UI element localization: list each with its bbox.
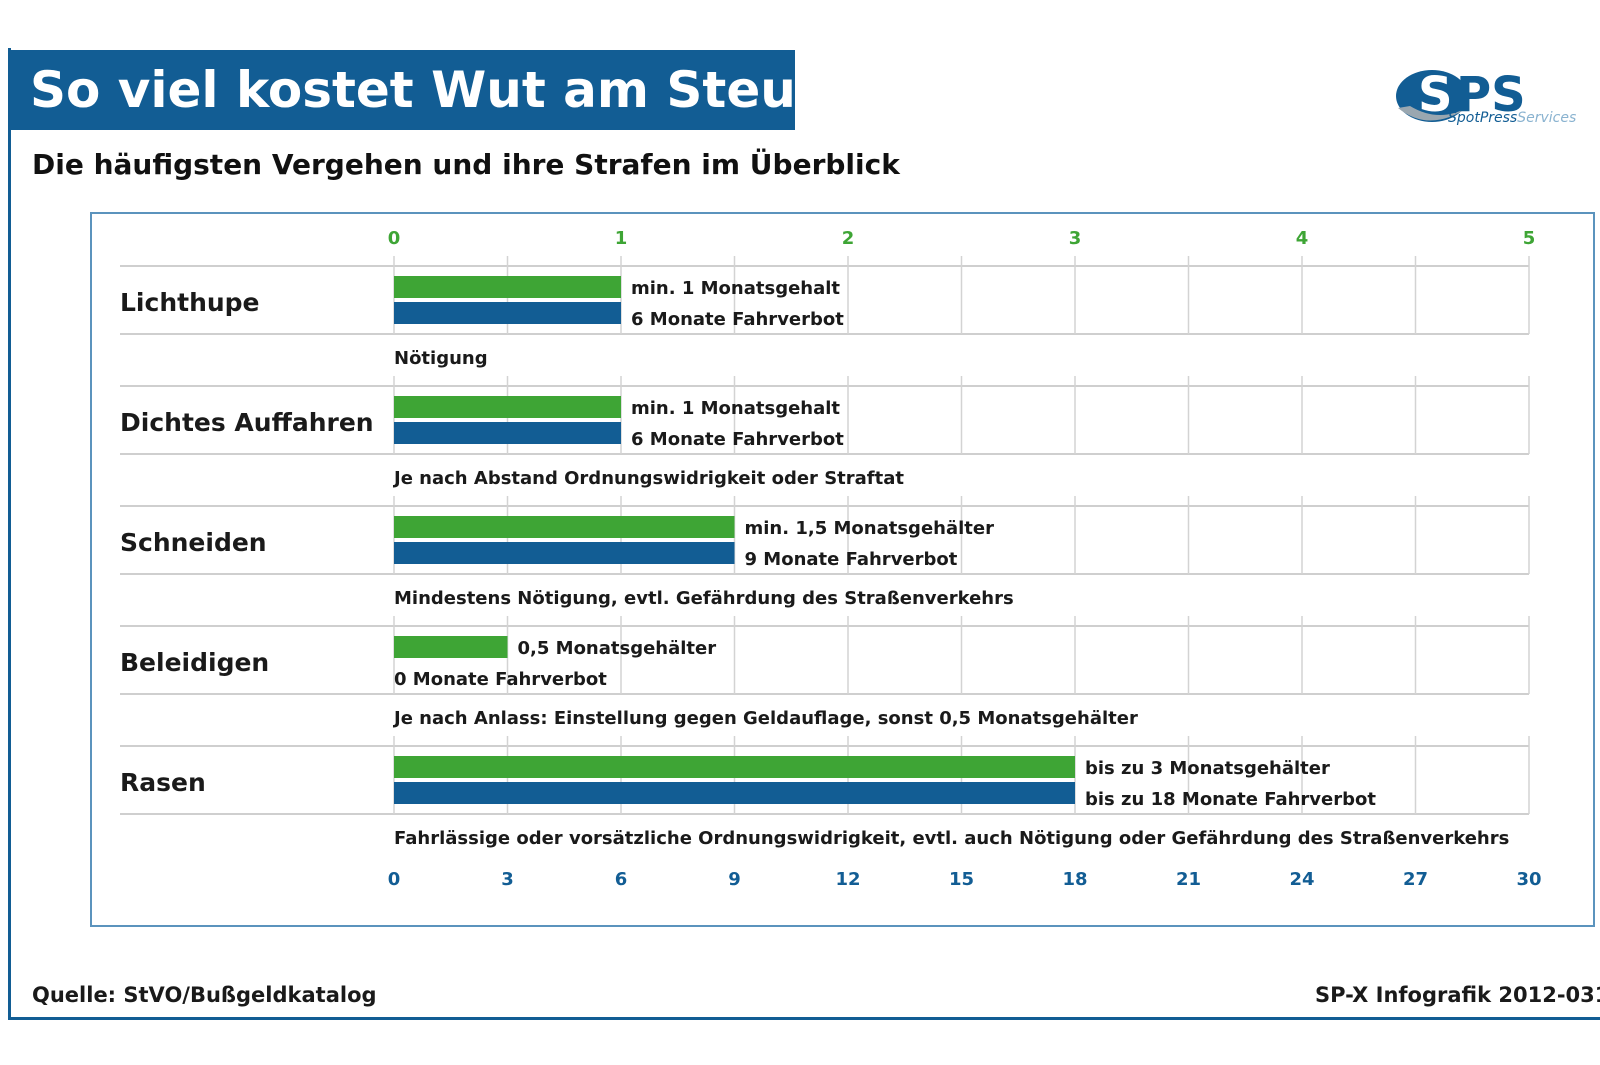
- top-axis-tick-label: 0: [388, 228, 401, 249]
- bar-driving-ban-label: 6 Monate Fahrverbot: [631, 309, 844, 330]
- bar-driving-ban: [394, 542, 735, 564]
- offence-note: Fahrlässige oder vorsätzliche Ordnungswi…: [394, 828, 1509, 849]
- bar-driving-ban-label: 0 Monate Fahrverbot: [394, 669, 607, 690]
- bar-salary-label: min. 1 Monatsgehalt: [631, 278, 840, 299]
- bar-salary-label: bis zu 3 Monatsgehälter: [1085, 758, 1330, 779]
- chart-container: 0 1 2 3 4 5 0 3 6 9 12 15 18 21 24 27 30 Lichthupe min. 1 …: [90, 212, 1595, 927]
- offence-note: Nötigung: [394, 348, 488, 369]
- logo-swoosh-grey-icon: [1398, 106, 1470, 121]
- bar-salary: [394, 396, 621, 418]
- top-axis-tick-label: 5: [1523, 228, 1536, 249]
- bar-salary-label: min. 1 Monatsgehalt: [631, 398, 840, 419]
- offence-note: Je nach Anlass: Einstellung gegen Geldau…: [392, 708, 1138, 729]
- logo-wordmark: SpotPressServices: [1448, 110, 1576, 126]
- page-title: So viel kostet Wut am Steuer: [8, 50, 854, 130]
- bar-driving-ban-label: bis zu 18 Monate Fahrverbot: [1085, 789, 1376, 810]
- bottom-axis-tick-label: 15: [949, 869, 974, 890]
- credit-note: SP-X Infografik 2012-031: [1315, 983, 1600, 1007]
- bottom-axis-tick-label: 27: [1403, 869, 1428, 890]
- source-note: Quelle: StVO/Bußgeldkatalog: [32, 983, 377, 1007]
- bar-salary: [394, 516, 735, 538]
- bottom-axis-tick-label: 18: [1062, 869, 1087, 890]
- bottom-axis-tick-label: 30: [1516, 869, 1541, 890]
- sps-logo: S PS: [1396, 67, 1526, 123]
- top-axis-tick-label: 3: [1069, 228, 1082, 249]
- bottom-axis-tick-label: 6: [615, 869, 628, 890]
- bar-salary: [394, 636, 508, 658]
- category-label: Beleidigen: [120, 648, 269, 677]
- logo-name-a: SpotPress: [1448, 110, 1518, 126]
- top-axis-tick-label: 4: [1296, 228, 1309, 249]
- category-label: Rasen: [120, 768, 206, 797]
- bar-driving-ban-label: 6 Monate Fahrverbot: [631, 429, 844, 450]
- bar-salary: [394, 276, 621, 298]
- offence-note: Mindestens Nötigung, evtl. Gefährdung de…: [394, 588, 1014, 609]
- bar-driving-ban: [394, 422, 621, 444]
- top-axis-tick-label: 1: [615, 228, 628, 249]
- bottom-axis-tick-label: 24: [1289, 869, 1314, 890]
- logo-mark-ps: PS: [1456, 67, 1526, 123]
- logo-mark-s: S: [1418, 67, 1453, 123]
- bottom-axis-tick-label: 12: [835, 869, 860, 890]
- bottom-axis-tick-label: 21: [1176, 869, 1201, 890]
- infographic-frame: [8, 48, 1600, 1020]
- category-label: Lichthupe: [120, 288, 260, 317]
- category-label: Dichtes Auffahren: [120, 408, 374, 437]
- logo-name-b: Services: [1517, 110, 1577, 126]
- bottom-axis-tick-label: 0: [388, 869, 401, 890]
- bottom-axis-tick-label: 9: [728, 869, 741, 890]
- bar-salary: [394, 756, 1075, 778]
- bar-salary-label: min. 1,5 Monatsgehälter: [745, 518, 995, 539]
- category-label: Schneiden: [120, 528, 267, 557]
- bar-salary-label: 0,5 Monatsgehälter: [518, 638, 717, 659]
- bar-driving-ban: [394, 782, 1075, 804]
- offence-note: Je nach Abstand Ordnungswidrigkeit oder …: [392, 468, 904, 489]
- bottom-axis-tick-label: 3: [501, 869, 514, 890]
- bar-driving-ban: [394, 302, 621, 324]
- bar-driving-ban-label: 9 Monate Fahrverbot: [745, 549, 958, 570]
- page-subtitle: Die häufigsten Vergehen und ihre Strafen…: [32, 148, 900, 181]
- top-axis-tick-label: 2: [842, 228, 855, 249]
